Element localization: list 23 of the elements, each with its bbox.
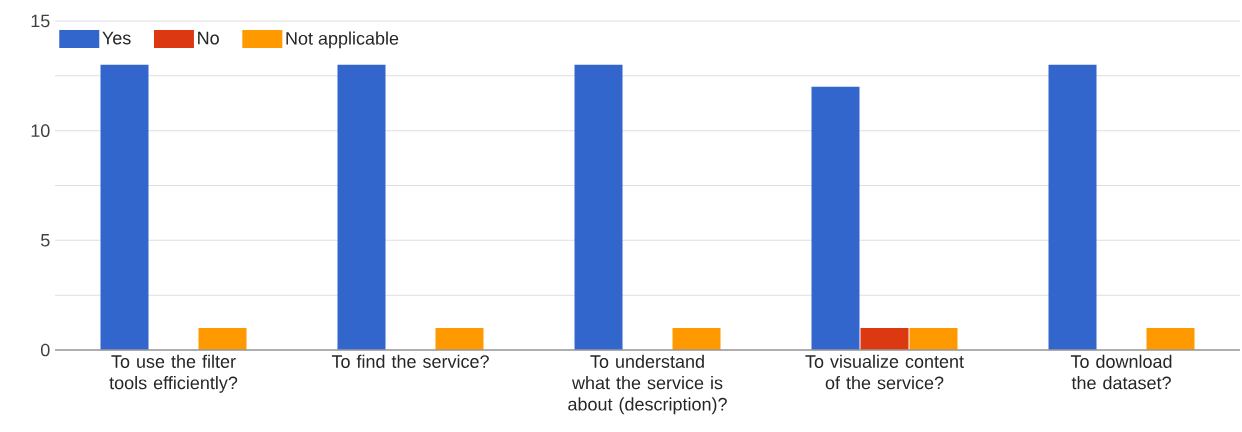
y-tick-label: 10	[31, 124, 50, 138]
legend-label: Not applicable	[286, 31, 399, 49]
bar	[1146, 328, 1195, 350]
bar	[337, 64, 386, 350]
x-tick-label: To download the dataset?	[1070, 354, 1172, 390]
bar	[100, 64, 149, 350]
y-tick-label: 15	[31, 14, 50, 28]
x-tick-label: To visualize content of the service?	[805, 354, 964, 390]
x-tick-label: To understand what the service is about (description)?	[568, 354, 727, 415]
bar	[811, 86, 860, 350]
bar	[1048, 64, 1097, 350]
bar	[909, 328, 958, 350]
legend-label: No	[198, 31, 219, 45]
x-tick-label: To use the filter tools efficiently?	[109, 354, 238, 393]
legend-label: Yes	[102, 31, 131, 45]
y-tick-label: 0	[40, 343, 50, 357]
bar	[574, 64, 623, 350]
y-tick-label: 5	[40, 234, 50, 247]
bar	[435, 328, 484, 350]
bar	[860, 328, 909, 350]
bar	[672, 328, 721, 350]
x-tick-label: To find the service?	[331, 354, 489, 368]
bar	[198, 328, 247, 350]
